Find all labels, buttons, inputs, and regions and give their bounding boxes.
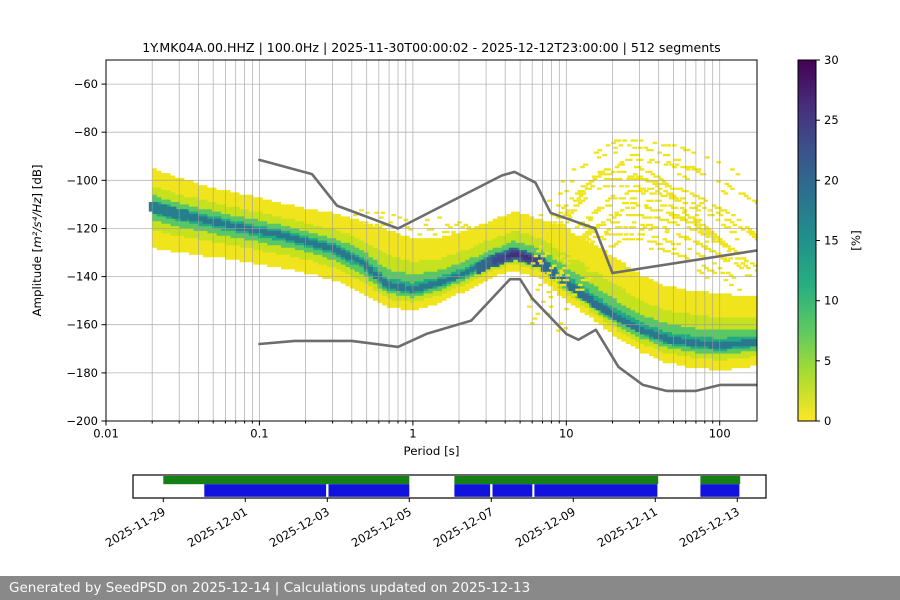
density-core xyxy=(559,276,613,318)
y-tick-label: −120 xyxy=(66,222,98,236)
density-core xyxy=(148,202,188,222)
coverage-timeline: 2025-11-29 2025-12-01 2025-12-03 2025-12-05… xyxy=(103,474,767,550)
colorbar-tick-label: 25 xyxy=(824,113,839,127)
x-tick-label: 10 xyxy=(559,427,574,441)
colorbar-label: [%] xyxy=(849,230,863,250)
colorbar-tick-label: 20 xyxy=(824,173,839,187)
x-tick-label: 0.1 xyxy=(250,427,268,441)
timeline-data-segment xyxy=(700,484,740,497)
timeline-date-label: 2025-12-05 xyxy=(349,504,414,550)
timeline-date-label: 2025-12-07 xyxy=(431,504,496,550)
x-axis-label: Period [s] xyxy=(404,444,460,458)
y-tick-label: −180 xyxy=(66,366,98,380)
footer-bar: Generated by SeedPSD on 2025-12-14 | Cal… xyxy=(0,576,900,600)
plot-frame xyxy=(105,59,758,422)
y-axis-label: Amplitude [m²/s⁴/Hz] [dB] xyxy=(30,164,44,316)
colorbar-tick-label: 10 xyxy=(824,294,839,308)
density-core xyxy=(492,250,541,265)
high-noise-model-line xyxy=(258,158,757,275)
timeline-data-segment xyxy=(454,484,491,497)
colorbar-tick-label: 15 xyxy=(824,234,839,248)
timeline-data-segment xyxy=(328,484,410,497)
timeline-date-label: 2025-12-09 xyxy=(513,504,578,550)
colorbar-tick-label: 0 xyxy=(824,414,831,428)
y-tick-label: −80 xyxy=(74,125,98,139)
timeline-date-label: 2025-11-29 xyxy=(103,504,168,550)
timeline-data-segment xyxy=(492,484,533,497)
plot-title: 1Y.MK04A.00.HHZ | 100.0Hz | 2025-11-30T0… xyxy=(142,40,721,55)
y-tick-label: −60 xyxy=(74,77,98,91)
y-tick-label: −160 xyxy=(66,318,98,332)
axis-ticks xyxy=(101,59,820,426)
colorbar xyxy=(798,60,816,421)
timeline-data-segment xyxy=(204,484,327,497)
x-tick-label: 100 xyxy=(709,427,731,441)
timeline-psd-segment xyxy=(163,476,410,485)
x-tick-label: 1 xyxy=(409,427,416,441)
low-noise-model-line xyxy=(258,277,757,393)
timeline-date-label: 2025-12-13 xyxy=(677,504,742,550)
colorbar-frame xyxy=(797,59,817,422)
timeline-data-segment xyxy=(534,484,658,497)
footer-text: Generated by SeedPSD on 2025-12-14 | Cal… xyxy=(9,580,531,596)
timeline-date-label: 2025-12-01 xyxy=(185,504,250,550)
density-core xyxy=(505,252,532,260)
ppsd-plot: 0.01 0.1 1 10 100−60−80−100−120−140−160−180−… xyxy=(30,53,863,550)
plot-area xyxy=(106,60,757,421)
colorbar-tick-label: 30 xyxy=(824,53,839,67)
x-tick-label: 0.01 xyxy=(93,427,119,441)
colorbar-tick-label: 5 xyxy=(824,354,831,368)
timeline-psd-segment xyxy=(700,476,741,485)
timeline-psd-segment xyxy=(454,476,659,485)
y-tick-label: −140 xyxy=(66,270,98,284)
timeline-date-label: 2025-12-11 xyxy=(595,504,660,550)
y-tick-label: −100 xyxy=(66,173,98,187)
y-tick-label: −200 xyxy=(66,414,98,428)
timeline-date-label: 2025-12-03 xyxy=(267,504,332,550)
grid xyxy=(106,60,757,421)
